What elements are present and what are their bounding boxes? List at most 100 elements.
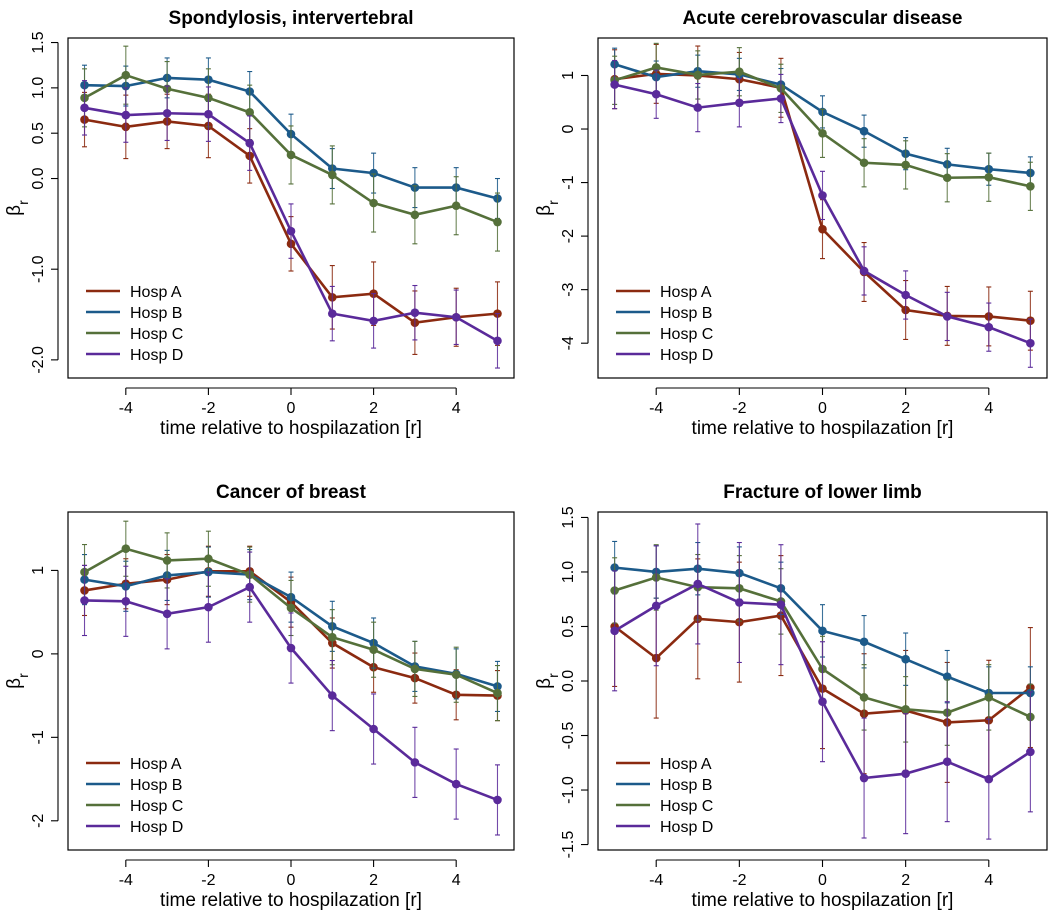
data-point xyxy=(693,103,703,112)
legend-label: Hosp C xyxy=(130,326,183,343)
x-tick-label: 4 xyxy=(452,872,461,889)
legend-label: Hosp D xyxy=(660,819,713,836)
y-tick-label: 0 xyxy=(30,649,47,658)
data-point xyxy=(859,126,869,136)
data-point xyxy=(327,691,337,700)
data-point xyxy=(942,173,952,183)
y-axis-label: βr xyxy=(534,673,561,689)
data-point xyxy=(818,697,827,707)
data-point xyxy=(451,201,461,211)
data-point xyxy=(1026,338,1035,348)
y-tick-label: -0.5 xyxy=(560,722,577,750)
x-tick-label: -4 xyxy=(649,872,663,889)
data-point xyxy=(80,596,89,605)
chart-title: Acute cerebrovascular disease xyxy=(683,8,963,29)
legend: Hosp A Hosp B Hosp C Hosp D xyxy=(616,756,713,836)
data-point xyxy=(162,108,172,118)
data-point xyxy=(493,795,502,805)
data-point xyxy=(369,198,378,208)
y-tick-label: 0 xyxy=(560,124,577,133)
x-tick-label: 4 xyxy=(452,400,461,417)
y-tick-label: -1.0 xyxy=(560,776,577,804)
data-point xyxy=(245,582,255,592)
data-point xyxy=(1026,747,1035,757)
x-tick-label: 0 xyxy=(287,400,296,417)
x-tick-label: 0 xyxy=(287,872,296,889)
data-point xyxy=(859,637,869,647)
chart-title: Fracture of lower limb xyxy=(723,482,921,503)
data-point xyxy=(369,316,378,326)
data-point xyxy=(735,598,744,607)
y-tick-label: 0.0 xyxy=(30,167,47,189)
chart-panel-4: Fracture of lower limb -4 -2 0 2 4 time relati… xyxy=(534,482,1048,911)
y-tick-label: 1.5 xyxy=(560,506,577,528)
y-tick-label: -2 xyxy=(30,814,47,828)
plot-frame xyxy=(67,37,515,379)
x-tick-label: 0 xyxy=(818,400,827,417)
data-point xyxy=(204,109,213,119)
y-tick-label: 1.5 xyxy=(30,31,47,53)
x-axis-label: time relative to hospilazation [r] xyxy=(692,418,954,439)
data-point xyxy=(493,336,502,346)
data-point xyxy=(818,626,827,636)
data-point xyxy=(451,670,461,680)
y-tick-label: -2.0 xyxy=(30,346,47,374)
data-point xyxy=(451,779,461,789)
series-hosp-d xyxy=(80,80,502,369)
y-tick-label: 0.5 xyxy=(30,122,47,144)
data-point xyxy=(818,224,827,234)
data-point xyxy=(901,160,910,170)
data-point xyxy=(859,158,869,168)
data-point xyxy=(327,170,337,180)
data-point xyxy=(410,758,420,767)
y-tick-label: 0.0 xyxy=(560,670,577,692)
y-tick-label: -4 xyxy=(560,336,577,350)
x-tick-label: -2 xyxy=(201,872,215,889)
plot-frame xyxy=(597,511,1048,851)
y-tick-label: 1 xyxy=(30,566,47,575)
data-point xyxy=(776,600,786,609)
data-point xyxy=(859,693,869,702)
x-tick-label: 2 xyxy=(369,872,378,889)
plot-frame xyxy=(597,37,1048,379)
x-tick-label: -4 xyxy=(119,400,133,417)
data-point xyxy=(818,129,827,138)
data-point xyxy=(369,645,378,655)
x-tick-label: -4 xyxy=(119,872,133,889)
legend-label: Hosp D xyxy=(130,819,183,836)
legend-label: Hosp A xyxy=(130,756,182,773)
data-point xyxy=(859,773,869,783)
data-point xyxy=(942,757,952,766)
y-tick-label: -3 xyxy=(560,282,577,296)
legend-label: Hosp A xyxy=(130,284,182,301)
data-point xyxy=(942,672,952,681)
chart-title: Cancer of breast xyxy=(216,482,367,503)
data-point xyxy=(693,579,703,589)
data-point xyxy=(1026,182,1035,191)
x-tick-label: -2 xyxy=(732,872,746,889)
plot-frame xyxy=(67,511,515,851)
legend-label: Hosp D xyxy=(130,347,183,364)
data-point xyxy=(735,98,744,108)
x-tick-label: 2 xyxy=(901,872,910,889)
series-hosp-c xyxy=(80,520,502,722)
y-axis-label: βr xyxy=(4,200,31,216)
data-point xyxy=(651,601,661,611)
legend-label: Hosp C xyxy=(660,798,713,815)
data-point xyxy=(410,664,420,674)
data-point xyxy=(245,108,255,117)
legend-label: Hosp B xyxy=(660,777,712,794)
data-point xyxy=(286,603,296,613)
data-point xyxy=(610,80,619,89)
data-point xyxy=(286,643,296,653)
data-point xyxy=(735,67,744,77)
data-point xyxy=(901,290,910,300)
data-point xyxy=(204,602,213,612)
legend-label: Hosp D xyxy=(660,347,713,364)
data-point xyxy=(451,312,461,322)
data-point xyxy=(286,226,296,236)
legend-label: Hosp B xyxy=(660,305,712,322)
chart-panel-1: Spondylosis, intervertebral -4 -2 0 2 4 time r… xyxy=(4,8,515,439)
y-tick-label: 1.0 xyxy=(560,561,577,583)
